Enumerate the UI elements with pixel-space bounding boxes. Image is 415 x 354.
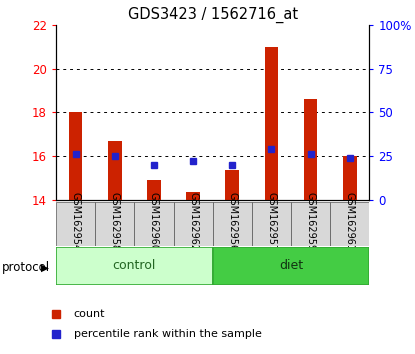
Bar — [265, 47, 278, 200]
Bar — [213, 202, 252, 246]
Text: GSM162957: GSM162957 — [266, 192, 276, 251]
Text: GSM162958: GSM162958 — [110, 192, 120, 251]
Bar — [173, 202, 213, 246]
Text: GSM162962: GSM162962 — [188, 192, 198, 251]
Bar — [291, 202, 330, 246]
Bar — [69, 113, 83, 200]
Title: GDS3423 / 1562716_at: GDS3423 / 1562716_at — [128, 7, 298, 23]
Bar — [213, 247, 369, 285]
Bar — [225, 170, 239, 200]
Text: protocol: protocol — [2, 261, 50, 274]
Bar — [252, 202, 291, 246]
Text: count: count — [74, 309, 105, 319]
Bar — [108, 141, 122, 200]
Text: GSM162959: GSM162959 — [305, 192, 315, 251]
Bar — [343, 156, 356, 200]
Text: GSM162961: GSM162961 — [345, 192, 355, 251]
Text: diet: diet — [279, 259, 303, 272]
Text: GSM162960: GSM162960 — [149, 192, 159, 251]
Text: control: control — [112, 259, 156, 272]
Bar — [134, 202, 173, 246]
Text: ▶: ▶ — [41, 262, 49, 272]
Bar — [186, 192, 200, 200]
Text: GSM162954: GSM162954 — [71, 192, 81, 251]
Bar — [147, 180, 161, 200]
Bar — [304, 99, 317, 200]
Text: percentile rank within the sample: percentile rank within the sample — [74, 329, 262, 339]
Bar — [330, 202, 369, 246]
Bar — [56, 202, 95, 246]
Text: GSM162956: GSM162956 — [227, 192, 237, 251]
Bar — [56, 247, 213, 285]
Bar — [95, 202, 134, 246]
